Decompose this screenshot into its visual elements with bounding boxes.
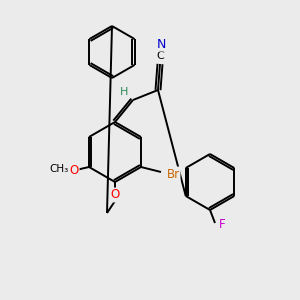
Text: O: O [110,188,120,202]
Text: Br: Br [167,167,179,181]
Text: N: N [156,38,166,50]
Text: H: H [120,87,128,97]
Text: C: C [156,51,164,61]
Text: F: F [219,218,225,232]
Text: CH₃: CH₃ [50,164,69,174]
Text: O: O [69,164,79,176]
